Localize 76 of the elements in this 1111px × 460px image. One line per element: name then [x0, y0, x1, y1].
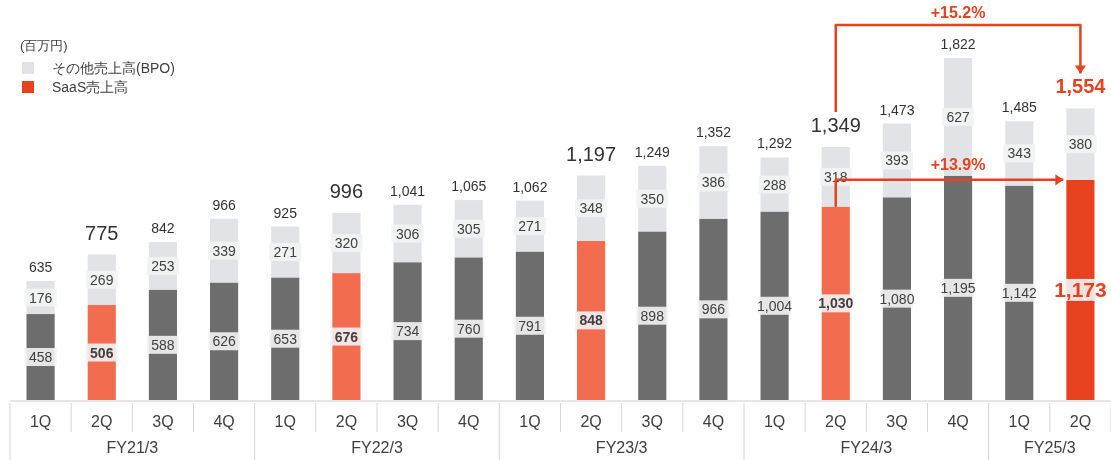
x-tick-label: 1Q [763, 412, 786, 430]
data-label: 676 [334, 328, 359, 345]
x-tick-label: 4Q [702, 412, 725, 430]
x-tick-label: 2Q [91, 412, 113, 430]
x-tick-label: 4Q [947, 412, 969, 430]
annotation: +13.9% [930, 156, 986, 174]
legend-label: その他売上高(BPO) [52, 60, 175, 76]
data-label: 271 [518, 218, 542, 235]
data-label: 653 [273, 330, 298, 347]
text: FY25/3 [1024, 438, 1076, 456]
total-label: 1,352 [695, 124, 732, 141]
text: FY21/3 [106, 438, 159, 456]
total-label: 996 [329, 180, 364, 203]
data-label: 848 [579, 312, 603, 329]
legend-label: SaaS売上高 [52, 79, 129, 95]
text: (百万円) [20, 37, 68, 53]
data-label: 627 [946, 108, 970, 125]
text: FY22/3 [351, 438, 403, 456]
x-tick-label: 2Q [580, 412, 602, 430]
x-tick-label: 1Q [1008, 412, 1030, 430]
data-label: 760 [457, 320, 481, 337]
total-label: 1,041 [390, 182, 426, 199]
x-tick-label: 1Q [274, 412, 296, 430]
total-label: 775 [85, 221, 119, 244]
x-tick-label: 2Q [1069, 412, 1092, 430]
total-label: 1,349 [810, 113, 861, 136]
x-tick-label: 2Q [335, 412, 358, 430]
total-label: 966 [212, 196, 236, 213]
x-tick-label: 1Q [29, 412, 52, 430]
data-label: 1,173 [1054, 278, 1107, 302]
total-label: 1,062 [512, 178, 548, 195]
total-label: 1,292 [757, 135, 793, 152]
data-label: 176 [28, 289, 53, 306]
total-label: 1,065 [451, 178, 487, 195]
x-tick-label: 4Q [458, 412, 480, 430]
total-label: 1,473 [879, 101, 915, 118]
x-tick-label: 3Q [641, 412, 663, 430]
data-label: 269 [90, 271, 114, 288]
total-label: 1,822 [940, 36, 976, 52]
data-label: 343 [1007, 145, 1032, 162]
data-label: 626 [212, 333, 236, 350]
x-tick-label: 2Q [825, 412, 847, 430]
total-label: 842 [151, 220, 175, 237]
data-label: 348 [579, 200, 603, 217]
text: FY24/3 [840, 438, 893, 456]
x-tick-label: 3Q [886, 412, 908, 430]
total-label: 1,197 [566, 142, 617, 165]
data-label: 271 [273, 243, 298, 260]
total-label: 1,485 [1001, 99, 1037, 116]
total-label: 1,249 [634, 143, 670, 160]
text: +15.2% [930, 3, 986, 21]
data-label: 791 [518, 317, 542, 334]
total-label: 635 [28, 258, 53, 275]
data-label: 288 [762, 176, 787, 193]
data-label: 734 [395, 323, 420, 340]
data-label: 966 [701, 301, 726, 318]
total-label: 1,554 [1055, 75, 1107, 98]
total-label: 925 [273, 204, 298, 221]
data-label: 380 [1068, 136, 1093, 153]
text: FY23/3 [595, 438, 648, 456]
data-label: 320 [334, 235, 359, 252]
data-label: 588 [151, 336, 175, 353]
x-tick-label: 4Q [213, 412, 235, 430]
data-label: 350 [640, 190, 665, 207]
data-label: 393 [885, 152, 909, 169]
x-tick-label: 1Q [519, 412, 541, 430]
data-label: 386 [701, 174, 726, 191]
x-tick-label: 3Q [152, 412, 174, 430]
data-label: 458 [28, 349, 53, 366]
data-label: 898 [640, 307, 665, 324]
data-label: 253 [151, 257, 175, 274]
data-label: 306 [395, 225, 420, 242]
data-label: 339 [212, 242, 236, 259]
data-label: 305 [457, 220, 481, 237]
x-tick-label: 3Q [396, 412, 419, 430]
data-label: 506 [90, 344, 114, 361]
